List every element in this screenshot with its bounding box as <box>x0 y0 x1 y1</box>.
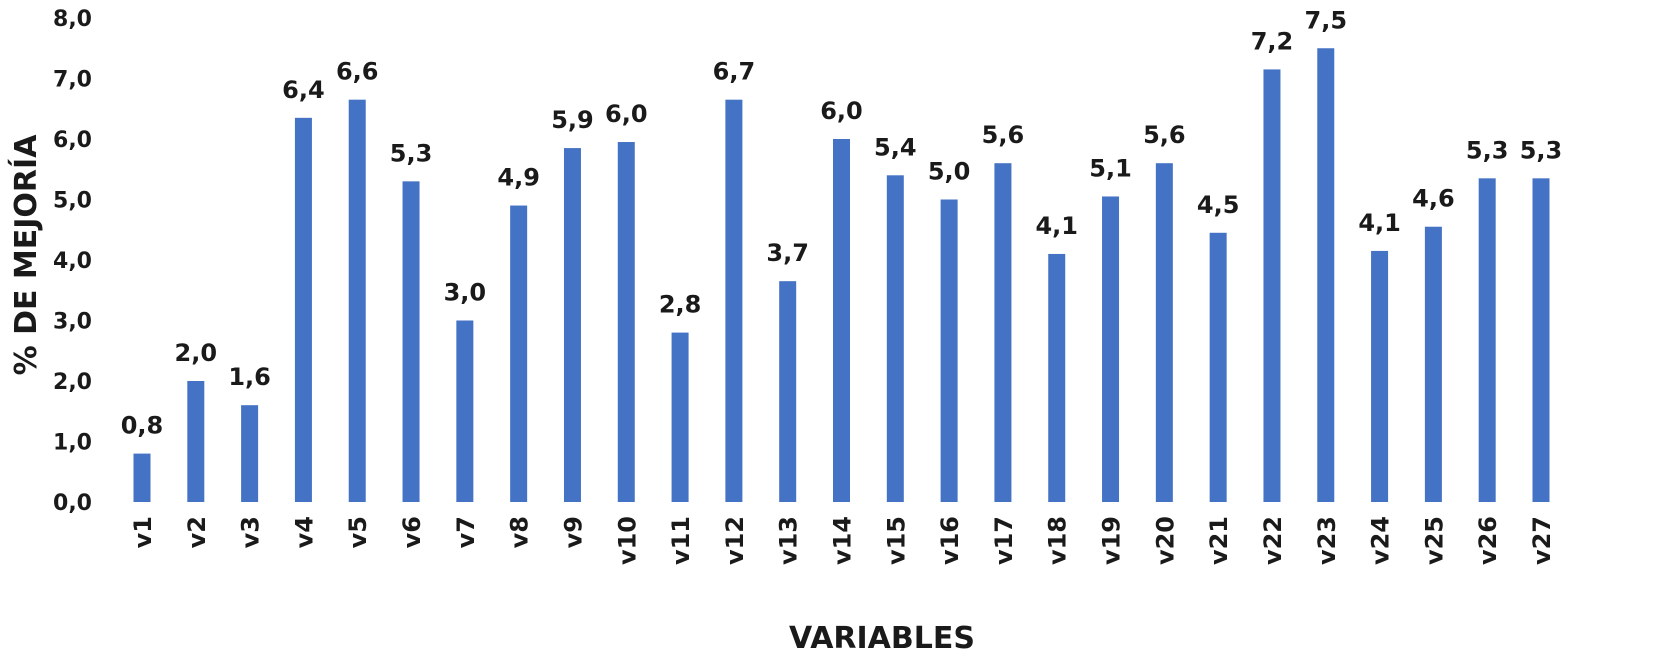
x-tick-label: v23 <box>1313 516 1341 565</box>
x-tick-label: v5 <box>344 516 372 548</box>
x-tick-label: v15 <box>882 516 910 565</box>
bar <box>940 199 958 502</box>
bar <box>510 205 528 503</box>
data-label: 0,8 <box>121 412 164 440</box>
data-label: 4,1 <box>1358 209 1401 237</box>
x-tick-label: v18 <box>1044 516 1072 565</box>
x-axis-title: VARIABLES <box>789 621 975 656</box>
y-axis-ticks: 0,0 1,0 2,0 3,0 4,0 5,0 6,0 7,0 8,0 <box>53 7 92 516</box>
bar <box>671 332 689 502</box>
data-labels: 0,8 2,0 1,6 6,4 6,6 5,3 3,0 4,9 5,9 6,0 2,8 6,7 3,7 6… <box>121 6 1563 439</box>
bars <box>133 48 1550 503</box>
x-tick-label: v17 <box>990 516 1018 565</box>
data-label: 3,0 <box>444 279 487 307</box>
x-tick-label: v8 <box>506 516 534 548</box>
bar <box>187 381 205 502</box>
data-label: 5,4 <box>874 133 917 161</box>
y-tick-label: 2,0 <box>53 370 92 395</box>
bar <box>1048 253 1066 502</box>
x-tick-label: v25 <box>1420 516 1448 565</box>
data-label: 5,6 <box>1143 121 1186 149</box>
data-label: 4,1 <box>1035 212 1078 240</box>
x-tick-label: v6 <box>398 516 426 548</box>
bar <box>1424 226 1442 502</box>
x-tick-label: v3 <box>237 516 265 548</box>
x-tick-label: v21 <box>1205 516 1233 565</box>
data-label: 5,1 <box>1089 154 1132 182</box>
x-tick-label: v27 <box>1528 516 1556 565</box>
y-tick-label: 1,0 <box>53 431 92 456</box>
y-tick-label: 4,0 <box>53 249 92 274</box>
y-tick-label: 3,0 <box>53 310 92 335</box>
data-label: 6,0 <box>820 97 863 125</box>
data-label: 6,6 <box>336 58 379 86</box>
bar <box>725 99 743 503</box>
bar <box>456 320 474 502</box>
x-tick-label: v10 <box>613 516 641 565</box>
bar <box>1317 48 1335 502</box>
data-label: 5,3 <box>1466 136 1509 164</box>
bar <box>348 99 366 503</box>
x-tick-label: v1 <box>129 516 157 548</box>
data-label: 4,6 <box>1412 185 1455 213</box>
bar <box>833 139 850 502</box>
x-tick-label: v26 <box>1474 516 1502 565</box>
x-tick-label: v14 <box>829 516 857 565</box>
x-tick-label: v2 <box>183 516 211 548</box>
data-label: 5,3 <box>390 139 433 167</box>
bar <box>241 405 259 502</box>
bar <box>1102 196 1120 502</box>
y-tick-label: 5,0 <box>53 189 92 214</box>
bar <box>563 148 581 502</box>
x-tick-label: v13 <box>775 516 803 565</box>
data-label: 6,4 <box>282 76 325 104</box>
bar <box>294 117 312 502</box>
bar <box>617 142 635 502</box>
x-axis-ticks: v1 v2 v3 v4 v5 v6 v7 v8 v9 v10 v11 v12 v13 v14 v15 v16 v… <box>129 516 1556 565</box>
bar <box>1263 69 1281 503</box>
bar <box>1371 250 1389 502</box>
y-tick-label: 0,0 <box>53 491 92 516</box>
data-label: 1,6 <box>228 363 271 391</box>
bar <box>1209 232 1227 502</box>
bar <box>1532 178 1550 502</box>
x-tick-label: v16 <box>936 516 964 565</box>
bar <box>402 181 420 502</box>
data-label: 2,8 <box>659 291 702 319</box>
bar <box>1478 178 1496 502</box>
data-label: 5,0 <box>928 158 971 186</box>
bar <box>1155 163 1173 502</box>
data-label: 5,3 <box>1520 136 1563 164</box>
data-label: 5,6 <box>982 121 1025 149</box>
y-axis-title: % DE MEJORÍA <box>8 134 44 376</box>
data-label: 3,7 <box>766 239 809 267</box>
y-tick-label: 7,0 <box>53 68 92 93</box>
data-label: 4,9 <box>497 164 540 192</box>
bar <box>133 453 151 502</box>
data-label: 2,0 <box>175 339 218 367</box>
x-tick-label: v7 <box>452 516 480 548</box>
x-tick-label: v20 <box>1151 516 1179 565</box>
data-label: 5,9 <box>551 106 594 134</box>
data-label: 7,5 <box>1305 6 1348 34</box>
x-tick-label: v12 <box>721 516 749 565</box>
data-label: 7,2 <box>1251 27 1294 55</box>
x-tick-label: v24 <box>1367 516 1395 565</box>
bar <box>779 281 797 502</box>
y-tick-label: 8,0 <box>53 7 92 32</box>
x-tick-label: v19 <box>1098 516 1126 565</box>
data-label: 4,5 <box>1197 191 1240 219</box>
x-tick-label: v4 <box>290 516 318 548</box>
data-label: 6,0 <box>605 100 648 128</box>
data-label: 6,7 <box>713 58 756 86</box>
x-tick-label: v9 <box>559 516 587 548</box>
bar <box>994 163 1012 502</box>
y-tick-label: 6,0 <box>53 128 92 153</box>
x-tick-label: v22 <box>1259 516 1287 565</box>
bar <box>886 175 904 503</box>
x-tick-label: v11 <box>667 516 695 565</box>
